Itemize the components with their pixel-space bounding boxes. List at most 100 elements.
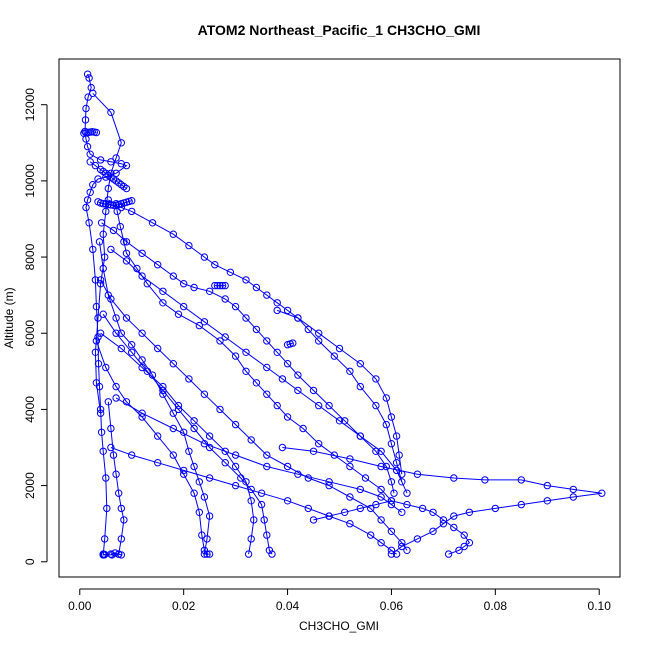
profile-series [80, 128, 101, 138]
chart-title: ATOM2 Northeast_Pacific_1 CH3CHO_GMI [198, 22, 481, 38]
data-point [85, 219, 93, 227]
data-point [444, 550, 453, 558]
data-point [377, 447, 385, 455]
data-point [195, 508, 204, 516]
data-point [263, 462, 271, 471]
data-point [185, 241, 193, 250]
data-point [180, 466, 188, 475]
data-point [104, 291, 113, 299]
data-point [265, 546, 274, 554]
data-point [315, 337, 323, 345]
data-point [387, 440, 396, 448]
data-point [273, 306, 281, 315]
data-point [221, 281, 229, 290]
data-point [200, 253, 209, 261]
data-point [283, 497, 292, 505]
data-point [346, 367, 354, 375]
data-point [335, 344, 344, 353]
data-point [455, 546, 463, 554]
profile-series [94, 197, 136, 210]
data-point [107, 550, 115, 558]
data-point [231, 352, 240, 360]
data-point [263, 451, 271, 459]
data-point [154, 459, 162, 467]
data-point [367, 531, 375, 539]
data-point [102, 200, 110, 208]
data-point [89, 89, 97, 98]
data-point [356, 360, 364, 368]
data-point [377, 485, 385, 494]
data-point [205, 474, 214, 482]
data-point [85, 74, 93, 82]
data-point [128, 207, 136, 216]
data-point [372, 401, 380, 410]
data-point [260, 516, 268, 524]
data-point [598, 489, 606, 497]
data-point [460, 542, 468, 551]
data-point [185, 375, 193, 383]
data-point [198, 531, 206, 539]
data-point [205, 432, 214, 440]
data-point [429, 508, 437, 516]
data-point [377, 539, 385, 547]
data-point [294, 314, 302, 322]
data-point [231, 462, 240, 471]
data-point [242, 348, 250, 356]
data-point [104, 200, 113, 209]
data-point [491, 504, 499, 513]
data-point [82, 203, 90, 212]
data-point [169, 451, 178, 459]
profile-series [112, 394, 406, 516]
data-point [356, 432, 364, 440]
data-point [413, 535, 422, 543]
data-point [247, 436, 255, 444]
profile-series [211, 281, 229, 290]
y-axis: 0 2000 4000 6000 8000 10000 12000 [23, 88, 48, 565]
data-point [92, 337, 101, 345]
data-point [96, 156, 105, 164]
data-point [325, 401, 333, 410]
profile-series [104, 196, 396, 505]
data-point [107, 424, 115, 433]
data-point [226, 268, 235, 276]
data-point [159, 386, 167, 395]
series-line [84, 74, 128, 556]
data-point [309, 386, 318, 395]
profile-series [99, 310, 276, 558]
plot-frame [58, 58, 621, 578]
profile-series [273, 306, 406, 478]
data-point [122, 314, 131, 322]
data-point [356, 382, 364, 391]
data-point [107, 158, 115, 166]
data-point [180, 280, 188, 288]
data-point [315, 401, 323, 410]
series-line [107, 401, 125, 555]
data-point [283, 360, 292, 368]
data-point [159, 287, 167, 295]
x-tick-label: 0.08 [484, 599, 508, 613]
data-point [154, 261, 162, 269]
data-point [97, 219, 106, 227]
x-tick-label: 0.04 [276, 599, 300, 613]
data-point [195, 321, 204, 330]
data-point [99, 200, 107, 208]
data-point [83, 142, 92, 151]
y-tick-label: 6000 [23, 320, 37, 347]
data-point [190, 462, 198, 471]
data-point [346, 493, 354, 501]
data-point [97, 428, 106, 436]
data-point [109, 201, 118, 210]
data-point [205, 512, 214, 520]
data-point [242, 276, 250, 284]
data-point [367, 504, 375, 513]
data-point [200, 318, 209, 326]
data-point [115, 489, 123, 497]
data-point [273, 348, 281, 356]
data-point [309, 447, 318, 455]
data-point [138, 329, 146, 337]
data-point [398, 470, 406, 478]
data-point [517, 500, 525, 509]
data-point [356, 485, 364, 494]
